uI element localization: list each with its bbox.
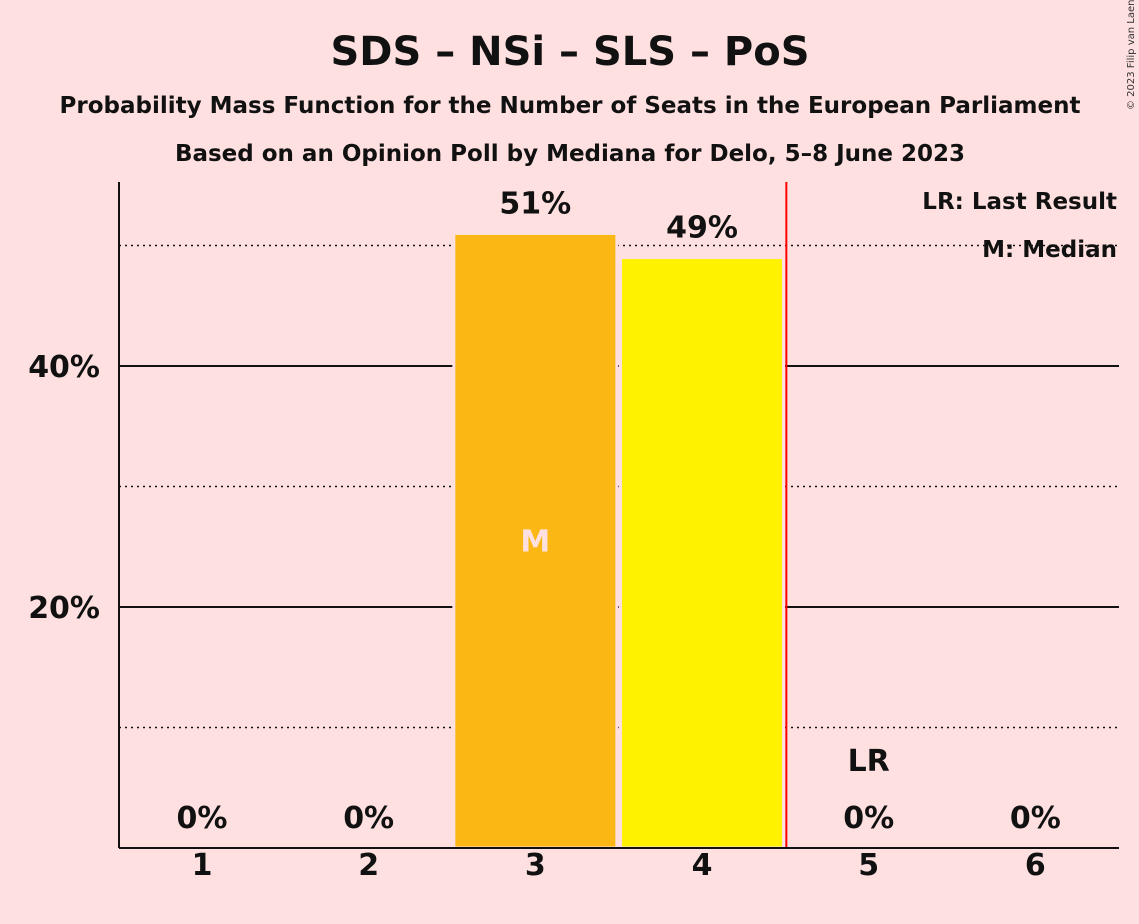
x-tick-label: 5 bbox=[858, 848, 879, 883]
last-result-marker: LR bbox=[848, 744, 890, 779]
bar-labels: 0% 0% 51% 49% 0% 0% M LR bbox=[177, 186, 1061, 836]
chart-title: SDS – NSi – SLS – PoS bbox=[330, 29, 809, 75]
bar bbox=[452, 231, 619, 850]
chart-subtitle-2: Based on an Opinion Poll by Mediana for … bbox=[175, 141, 965, 167]
bar-value-label: 49% bbox=[666, 211, 738, 246]
x-tick-label: 1 bbox=[192, 848, 213, 883]
bar-value-label: 0% bbox=[843, 801, 894, 836]
chart-subtitle-1: Probability Mass Function for the Number… bbox=[60, 93, 1081, 119]
y-tick-label: 20% bbox=[28, 591, 100, 626]
legend-median: M: Median bbox=[982, 237, 1117, 263]
bar-value-label: 0% bbox=[343, 801, 394, 836]
x-tick-label: 2 bbox=[358, 848, 379, 883]
y-tick-label: 40% bbox=[28, 350, 100, 385]
bar-value-label: 0% bbox=[1010, 801, 1061, 836]
bar-value-label: 51% bbox=[499, 186, 571, 221]
x-tick-label: 3 bbox=[525, 848, 546, 883]
bar-value-label: 0% bbox=[177, 801, 228, 836]
copyright-text: © 2023 Filip van Laenen bbox=[1126, 0, 1137, 110]
grid-lines bbox=[119, 182, 1119, 848]
axes: 20% 40% 1 2 3 4 5 6 bbox=[28, 182, 1119, 883]
legend-last-result: LR: Last Result bbox=[922, 189, 1117, 215]
bar bbox=[619, 256, 786, 850]
median-marker: M bbox=[520, 525, 550, 560]
x-tick-label: 4 bbox=[692, 848, 713, 883]
bars bbox=[452, 231, 786, 850]
x-tick-label: 6 bbox=[1025, 848, 1046, 883]
